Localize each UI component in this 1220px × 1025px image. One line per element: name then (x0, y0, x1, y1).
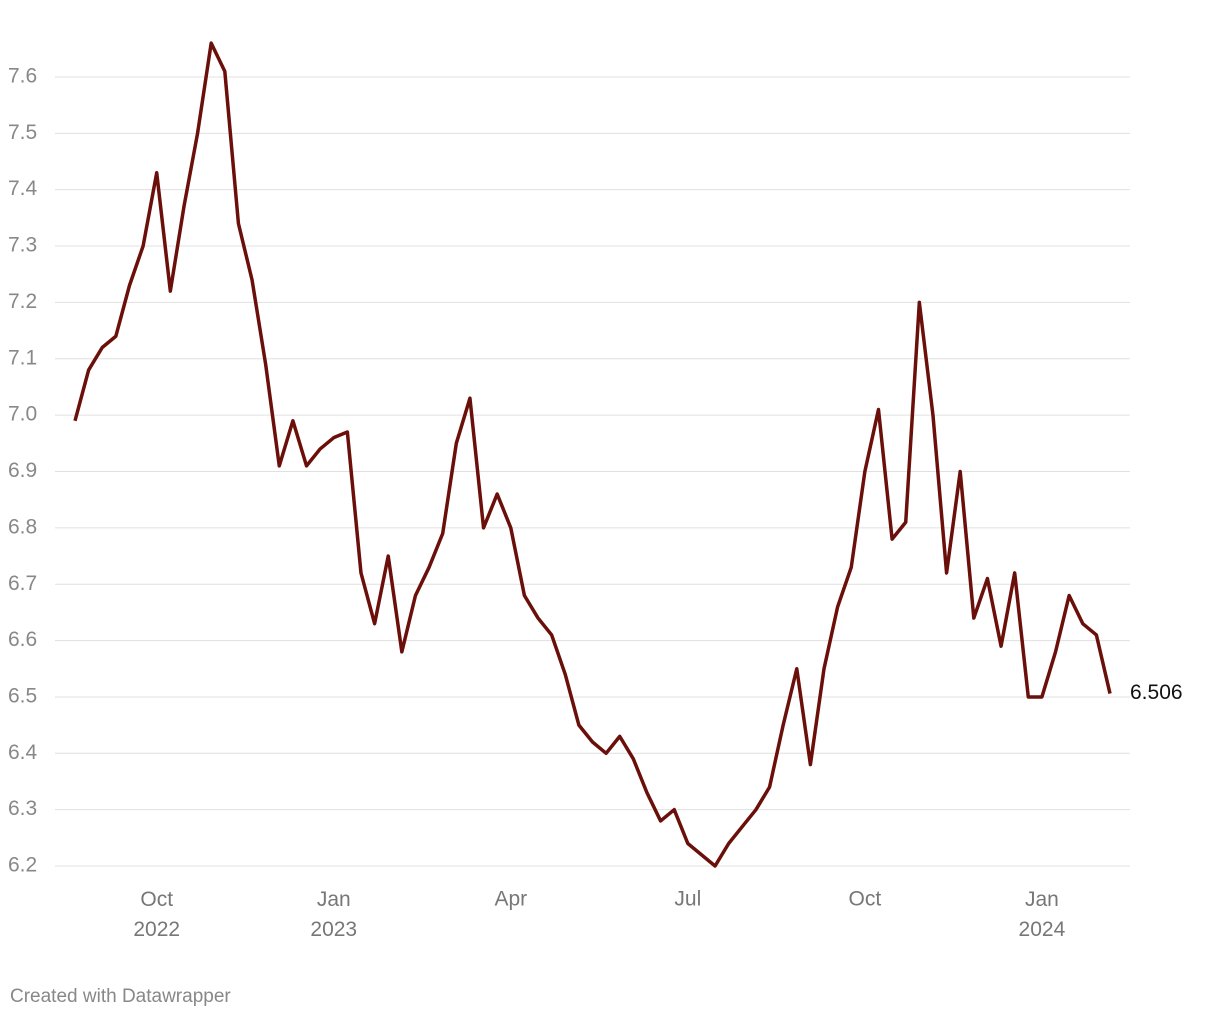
x-tick-label: Jan 2023 (310, 888, 357, 941)
x-tick-label: Jan 2024 (1019, 888, 1066, 941)
line (73, 41, 1112, 868)
y-tick-label: 6.2 (8, 854, 37, 877)
y-tick-label: 7.6 (8, 65, 37, 88)
y-tick-label: 6.9 (8, 459, 37, 482)
y-tick-label: 6.8 (8, 515, 37, 538)
x-tick-label: Apr (494, 888, 527, 911)
y-tick-label: 6.4 (8, 741, 38, 764)
y-tick-label: 7.1 (8, 346, 37, 369)
y-tick-label: 7.5 (8, 121, 37, 144)
y-tick-label: 7.0 (8, 403, 37, 426)
y-tick-label: 6.7 (8, 572, 37, 595)
end-value-label: 6.506 (1130, 681, 1183, 704)
y-tick-label: 6.5 (8, 684, 37, 707)
footer: Created with Datawrapper (10, 986, 231, 1007)
x-tick-label: Jul (674, 888, 701, 911)
y-tick-label: 6.6 (8, 628, 37, 651)
y-tick-label: 7.2 (8, 290, 37, 313)
y-tick-label: 6.3 (8, 797, 37, 820)
y-tick-label: 7.4 (8, 177, 38, 200)
x-tick-label: Oct 2022 (133, 888, 180, 941)
x-tick-label: Oct (849, 888, 882, 911)
y-tick-label: 7.3 (8, 234, 37, 257)
